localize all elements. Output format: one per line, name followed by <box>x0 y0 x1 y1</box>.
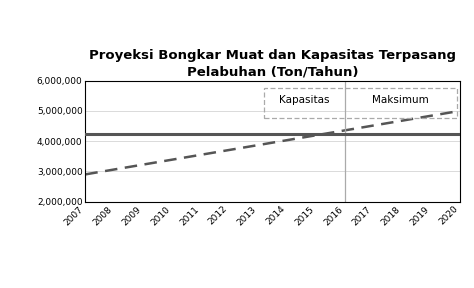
Bar <box>264 88 457 118</box>
Text: Kapasitas: Kapasitas <box>279 95 329 105</box>
Title: Proyeksi Bongkar Muat dan Kapasitas Terpasang
Pelabuhan (Ton/Tahun): Proyeksi Bongkar Muat dan Kapasitas Terp… <box>89 49 456 78</box>
Text: Maksimum: Maksimum <box>373 95 429 105</box>
